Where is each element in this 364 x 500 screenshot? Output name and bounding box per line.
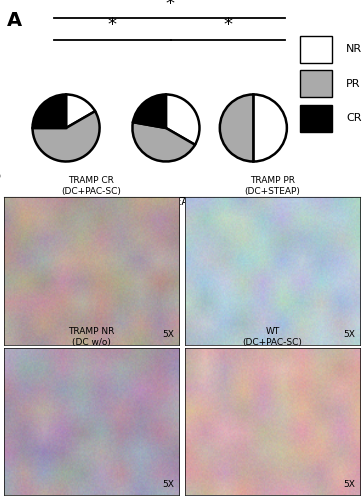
Text: A: A (7, 11, 22, 30)
Text: 5X: 5X (162, 330, 174, 338)
Text: NR: NR (346, 44, 362, 54)
Text: DC+STEAP: DC+STEAP (138, 197, 194, 207)
Text: 5X: 5X (343, 330, 355, 338)
Title: WT
(DC+PAC-SC): WT (DC+PAC-SC) (242, 326, 302, 347)
Bar (300, 36, 332, 62)
Bar (300, 70, 332, 97)
Title: TRAMP NR
(DC w/o): TRAMP NR (DC w/o) (68, 326, 115, 347)
Text: 5X: 5X (343, 480, 355, 489)
Text: PR: PR (346, 79, 361, 89)
Title: TRAMP PR
(DC+STEAP): TRAMP PR (DC+STEAP) (245, 176, 300, 197)
Text: CR: CR (346, 114, 361, 124)
Text: DC+PAC-SC: DC+PAC-SC (35, 197, 97, 207)
Text: *: * (224, 16, 233, 34)
Text: 5X: 5X (162, 480, 174, 489)
Text: B: B (0, 164, 1, 184)
Text: DC w/o: DC w/o (235, 197, 272, 207)
Title: TRAMP CR
(DC+PAC-SC): TRAMP CR (DC+PAC-SC) (62, 176, 122, 197)
Text: *: * (165, 0, 174, 12)
Bar (300, 105, 332, 132)
Text: *: * (108, 16, 117, 34)
